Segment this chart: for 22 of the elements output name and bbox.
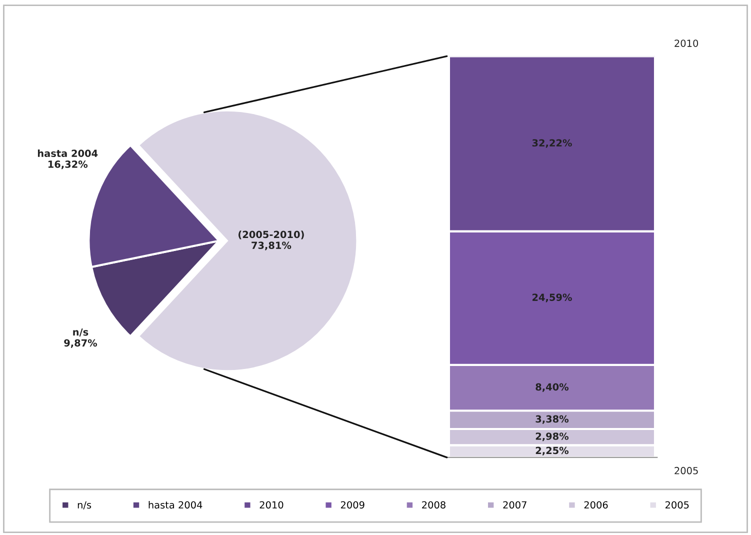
legend-label: 2009 [340,501,364,509]
legend-label: 2006 [584,501,608,509]
legend-label: 2007 [503,501,526,509]
slice-label: n/s [73,328,88,336]
slice-label: (2005-2010) [238,230,304,240]
data-label: 8,40% [536,383,569,392]
legend-label: 2008 [422,501,446,509]
data-label: 16,32% [48,160,88,170]
legend-label: n/s [78,501,92,510]
text: 2010 [260,501,284,509]
data-label: 24,59% [532,294,572,302]
legend-label: hasta 2004 [148,501,202,509]
legend-label: 2005 [665,501,689,509]
data-label: 2,25% [536,446,569,456]
text: 2010 [674,40,698,47]
data-label: 73,81% [252,242,292,250]
data-label: 2,98% [536,432,569,442]
text: 2005 [674,466,698,474]
data-label: 9,87% [64,339,98,348]
data-label: 3,38% [536,415,569,424]
data-label: 32,22% [532,139,572,148]
slice-label: hasta 2004 [38,149,98,158]
